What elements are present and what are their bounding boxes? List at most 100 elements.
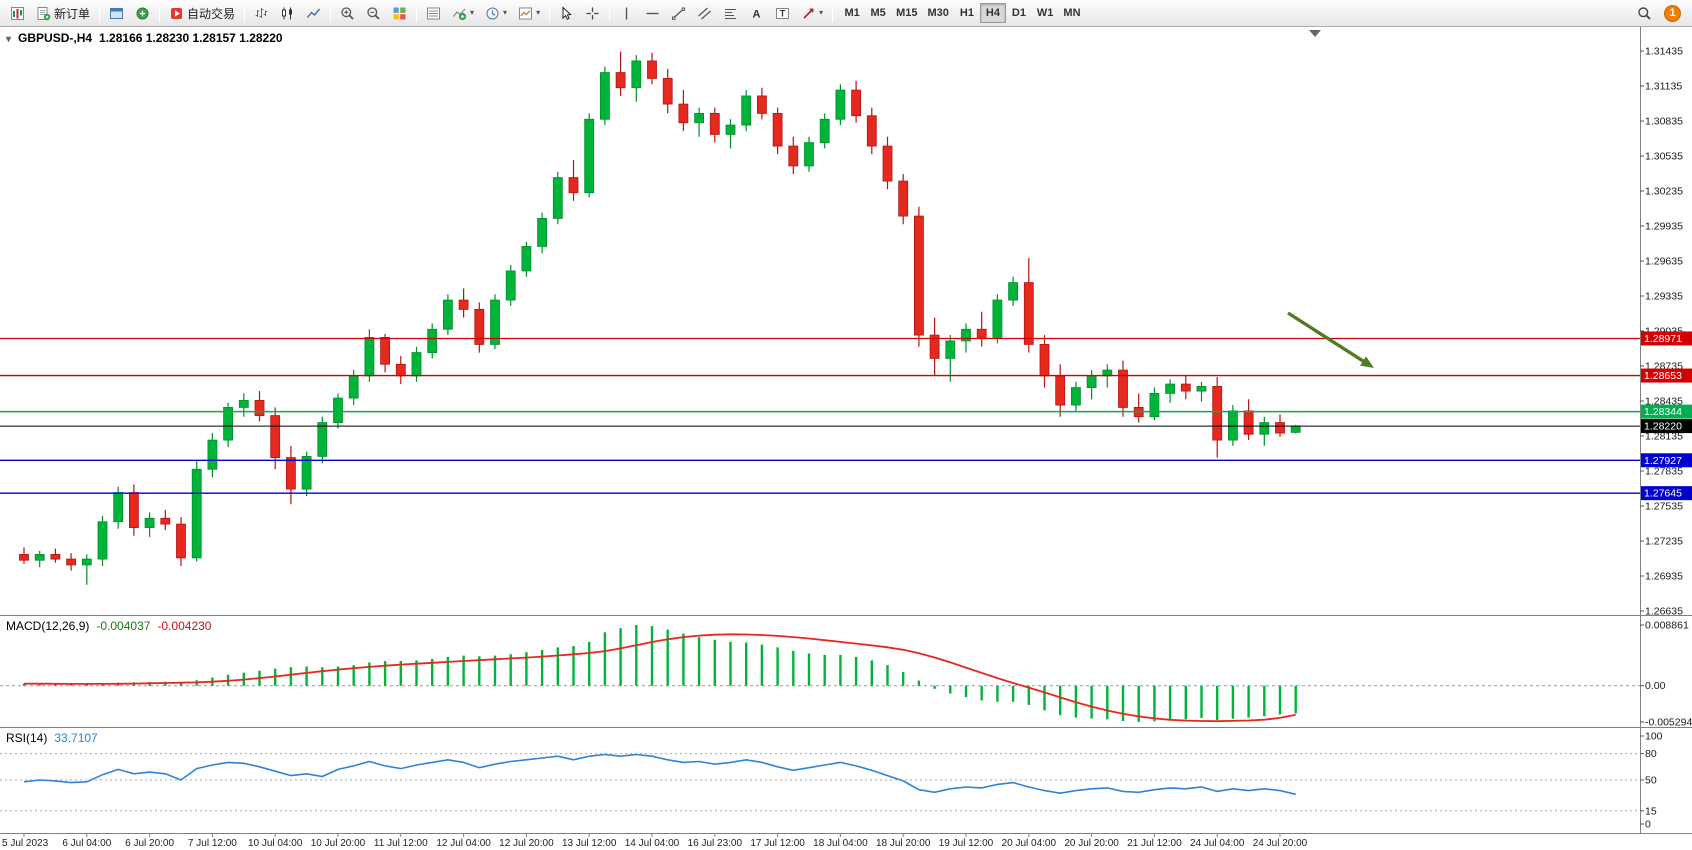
candle-body	[835, 89, 846, 120]
candle-body	[678, 103, 689, 124]
svg-text:12 Jul 20:00: 12 Jul 20:00	[499, 838, 554, 849]
arrows-tool-button[interactable]: ▾	[796, 2, 828, 24]
svg-text:1.29635: 1.29635	[1645, 256, 1683, 268]
arrow-annotation[interactable]	[1287, 311, 1374, 368]
trendline-button[interactable]	[666, 2, 691, 24]
zoom-out-icon	[367, 6, 380, 20]
timeframe-D1[interactable]: D1	[1011, 7, 1026, 19]
one-click-trading-expand-icon[interactable]: ▾	[6, 34, 12, 45]
cursor-button[interactable]	[554, 2, 579, 24]
svg-text:15: 15	[1645, 805, 1657, 817]
candle-body	[631, 60, 642, 89]
macd-title-text: MACD(12,26,9)	[6, 619, 90, 633]
candle-body	[411, 352, 422, 377]
new-order-button[interactable]: 新订单	[31, 2, 95, 24]
profiles-button[interactable]	[104, 2, 129, 24]
zoom-out-button[interactable]	[361, 2, 386, 24]
timeframe-W1[interactable]: W1	[1036, 7, 1054, 19]
candle-body	[395, 363, 406, 377]
candle-body	[819, 118, 830, 143]
line-chart-mode-button[interactable]	[301, 2, 326, 24]
channel-button[interactable]	[692, 2, 717, 24]
svg-text:17 Jul 12:00: 17 Jul 12:00	[750, 838, 805, 849]
data-window-button[interactable]	[421, 2, 446, 24]
svg-text:1.28435: 1.28435	[1645, 396, 1683, 408]
toolbar-separator	[609, 4, 611, 22]
text-label-button[interactable]: T	[770, 2, 795, 24]
price-axis: 1.31435 1.31135 1.30835 1.30535 1.30235 1.299…	[1640, 46, 1683, 618]
timeframe-M30[interactable]: M30	[927, 7, 949, 19]
auto-trading-label: 自动交易	[187, 6, 236, 21]
candle-body	[1228, 410, 1238, 441]
svg-text:1.27645: 1.27645	[1644, 488, 1682, 500]
candle-body	[223, 407, 234, 441]
search-button[interactable]	[1632, 2, 1657, 24]
candle-body	[1275, 422, 1285, 434]
chart-canvas[interactable]: 1.31435 1.31135 1.30835 1.30535 1.30235 1.299…	[0, 27, 1692, 850]
vertical-line-button[interactable]	[614, 2, 639, 24]
text-button[interactable]: A	[744, 2, 769, 24]
candle-body	[992, 299, 1003, 338]
candlestick-mode-button[interactable]	[275, 2, 300, 24]
svg-text:1.26635: 1.26635	[1645, 606, 1683, 618]
bar-chart-mode-button[interactable]	[249, 2, 274, 24]
new-order-icon	[37, 6, 51, 20]
svg-text:14 Jul 04:00: 14 Jul 04:00	[625, 838, 680, 849]
rsi-label: RSI(14) 33.7107	[6, 731, 98, 745]
horizontal-line-icon	[646, 12, 659, 14]
timeframe-H4[interactable]: H4	[979, 3, 1006, 23]
candle-body	[442, 299, 453, 330]
horizontal-line-button[interactable]	[640, 2, 665, 24]
new-order-label: 新订单	[54, 6, 91, 21]
toolbar-separator	[832, 4, 834, 22]
svg-text:1.29935: 1.29935	[1645, 221, 1683, 233]
candle-body	[1118, 369, 1128, 408]
svg-text:80: 80	[1645, 748, 1657, 760]
terminal-button[interactable]	[130, 2, 155, 24]
new-chart-button[interactable]	[5, 2, 30, 24]
candle-body	[34, 554, 45, 561]
indicators-button[interactable]: ▾	[447, 2, 479, 24]
candle-body	[945, 340, 956, 359]
svg-text:0: 0	[1645, 819, 1651, 831]
trendline-icon	[672, 7, 686, 20]
crosshair-button[interactable]	[580, 2, 605, 24]
timeframe-M15[interactable]: M15	[896, 7, 918, 19]
arrow-tool-icon	[803, 8, 814, 19]
price-badge-1.28653	[1641, 368, 1692, 383]
candle-body	[537, 218, 547, 247]
svg-text:50: 50	[1645, 775, 1657, 787]
fibonacci-button[interactable]	[718, 2, 743, 24]
chevron-down-icon: ▾	[503, 8, 508, 17]
templates-button[interactable]: ▾	[513, 2, 545, 24]
candle-body	[1212, 386, 1223, 441]
tile-windows-icon	[393, 7, 406, 19]
cursor-icon	[562, 5, 572, 20]
notification-badge[interactable]: 1	[1664, 4, 1681, 22]
timeframe-MN[interactable]: MN	[1063, 7, 1081, 19]
svg-text:1.30535: 1.30535	[1645, 151, 1683, 163]
candle-body	[1008, 282, 1018, 301]
candle-body	[882, 145, 893, 182]
tile-windows-button[interactable]	[387, 2, 412, 24]
zoom-in-button[interactable]	[335, 2, 360, 24]
rsi-panel: 100 80 50 15 0	[0, 731, 1663, 831]
template-icon	[519, 7, 533, 19]
auto-trading-button[interactable]: 自动交易	[164, 2, 240, 24]
svg-text:18 Jul 20:00: 18 Jul 20:00	[876, 838, 931, 849]
candle-body	[757, 95, 767, 114]
toolbar: 新订单 自动交易 ▾ ▾ ▾	[0, 0, 1692, 27]
periods-button[interactable]: ▾	[480, 2, 512, 24]
chart-shift-marker[interactable]	[1309, 30, 1321, 37]
line-chart-icon	[306, 8, 321, 18]
svg-text:16 Jul 23:00: 16 Jul 23:00	[688, 838, 743, 849]
candle-body	[568, 177, 579, 194]
timeframe-M1[interactable]: M1	[844, 7, 860, 19]
svg-text:12 Jul 04:00: 12 Jul 04:00	[436, 838, 491, 849]
candle-body	[505, 270, 516, 301]
timeframe-H1[interactable]: H1	[959, 7, 974, 19]
svg-text:13 Jul 12:00: 13 Jul 12:00	[562, 838, 617, 849]
candle-body	[270, 415, 281, 458]
candle-body	[490, 299, 500, 345]
timeframe-M5[interactable]: M5	[870, 7, 886, 19]
